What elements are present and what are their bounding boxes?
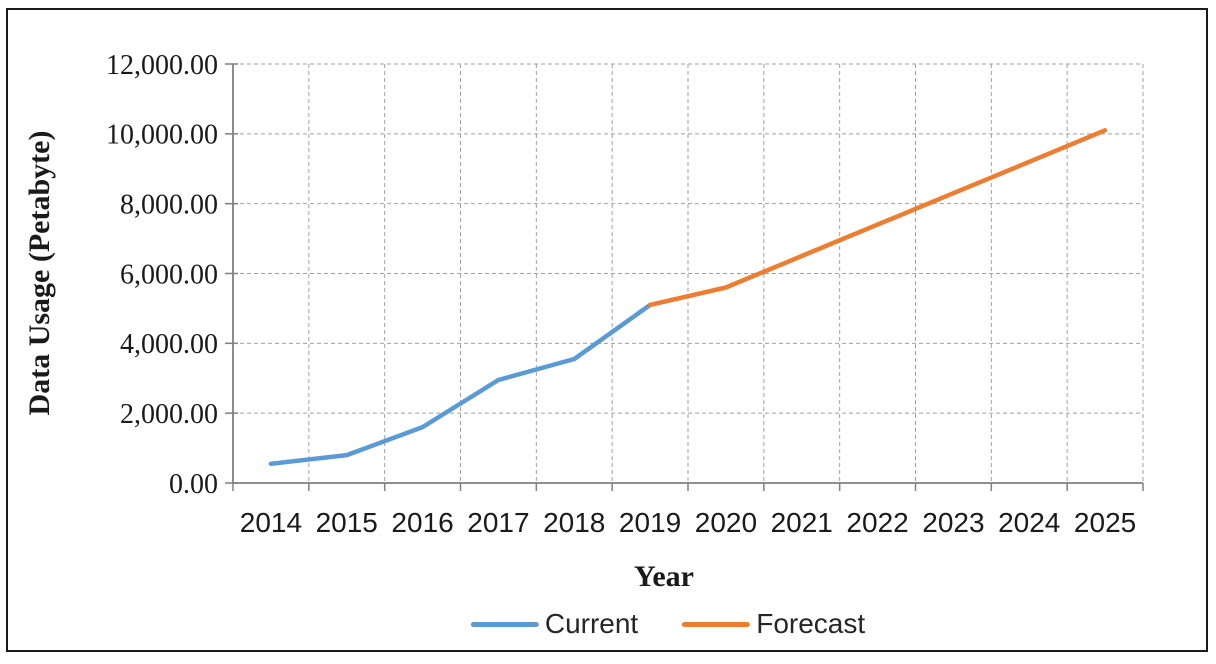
x-tick-label: 2015	[316, 507, 378, 538]
x-tick-label: 2018	[543, 507, 605, 538]
y-axis-title: Data Usage (Petabyte)	[23, 130, 56, 416]
x-tick-label: 2017	[467, 507, 529, 538]
gridlines	[233, 63, 1144, 483]
legend-label-forecast: Forecast	[756, 608, 866, 639]
y-tick-label: 6,000.00	[120, 259, 218, 290]
x-tick-label: 2022	[846, 507, 908, 538]
series-line-current	[268, 302, 653, 467]
x-tick-label: 2025	[1074, 507, 1136, 538]
x-tick-label: 2016	[391, 507, 453, 538]
legend-label-current: Current	[544, 608, 639, 639]
y-tick-label: 10,000.00	[106, 120, 218, 151]
legend: Current Forecast	[470, 608, 865, 639]
y-tick-label: 8,000.00	[120, 189, 218, 220]
tick-marks	[225, 63, 1144, 491]
y-tick-label: 0.00	[169, 469, 218, 500]
y-tick-label: 12,000.00	[106, 50, 218, 81]
y-tick-labels: 0.00 2,000.00 4,000.00 6,000.00 8,000.00 10,0…	[106, 50, 218, 500]
x-tick-label: 2021	[771, 507, 833, 538]
legend-item-current: Current	[470, 608, 639, 639]
x-tick-labels: 2014 2015 2016 2017 2018 2019 2020 2021 2022 2023…	[240, 507, 1136, 538]
x-tick-label: 2019	[619, 507, 681, 538]
x-tick-label: 2024	[998, 507, 1060, 538]
x-tick-label: 2023	[922, 507, 984, 538]
y-tick-label: 4,000.00	[120, 329, 218, 360]
y-tick-label: 2,000.00	[120, 399, 218, 430]
x-tick-label: 2020	[695, 507, 757, 538]
forecast-line-swatch	[682, 621, 751, 627]
x-tick-label: 2014	[240, 507, 302, 538]
x-axis-title: Year	[634, 560, 694, 593]
current-line-swatch	[470, 621, 539, 627]
legend-item-forecast: Forecast	[682, 610, 865, 638]
series-line-forecast	[647, 128, 1108, 308]
